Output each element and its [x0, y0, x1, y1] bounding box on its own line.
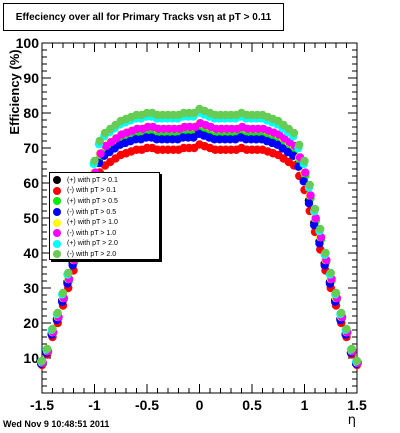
data-point-s3	[310, 220, 319, 230]
x-tick-label: -1.5	[30, 397, 54, 413]
x-tick-label: 0	[196, 397, 204, 413]
data-point-s7	[53, 308, 62, 318]
y-tick-label: 20	[23, 315, 39, 331]
legend-entry: (+) with pT > 1.0	[53, 217, 159, 228]
data-point-s7	[295, 140, 304, 150]
data-point-s7	[321, 248, 330, 258]
data-point-s7	[310, 204, 320, 214]
y-tick-label: 40	[23, 245, 39, 261]
x-tick-label: 0.5	[242, 397, 262, 413]
legend-marker-icon	[53, 176, 61, 185]
legend-entry: (+) with pT > 0.5	[53, 196, 159, 207]
data-point-s5	[301, 168, 310, 177]
data-point-s7	[300, 156, 309, 166]
legend-entry: (-) with pT > 0.5	[53, 207, 159, 218]
data-point-s7	[326, 268, 335, 278]
data-point-s7	[342, 324, 351, 334]
legend-marker-icon	[53, 186, 61, 195]
data-point-s5	[311, 214, 320, 223]
data-point-s7	[58, 288, 68, 298]
legend-marker-icon	[53, 197, 61, 206]
legend-label: (+) with pT > 2.0	[67, 240, 118, 248]
legend: (+) with pT > 0.1 (-) with pT > 0.1 (+) wi…	[49, 172, 160, 260]
legend-marker-icon	[53, 250, 61, 259]
y-tick-label: 90	[23, 70, 39, 86]
legend-label: (+) with pT > 1.0	[67, 219, 118, 227]
y-axis-label: Efficiency (%)	[7, 49, 22, 134]
data-point-s7	[90, 156, 99, 166]
x-tick-label: -1	[88, 397, 101, 413]
x-axis-label: η	[348, 413, 356, 428]
data-point-s7	[48, 324, 57, 334]
data-point-s7	[347, 344, 356, 354]
data-point-s7	[37, 356, 47, 366]
data-point-s3	[304, 199, 314, 208]
y-tick-label: 100	[16, 35, 40, 51]
y-tick-label: 10	[23, 350, 39, 366]
legend-label: (-) with pT > 2.0	[67, 250, 117, 258]
chart-title: Effeciency over all for Primary Tracks v…	[3, 3, 284, 31]
x-tick-label: -0.5	[135, 397, 159, 413]
legend-marker-icon	[53, 218, 61, 227]
data-point-s7	[305, 180, 314, 190]
legend-entry: (-) with pT > 1.0	[53, 228, 159, 239]
data-point-s5	[306, 191, 315, 200]
legend-marker-icon	[53, 239, 61, 248]
data-point-s7	[64, 268, 73, 278]
timestamp: Wed Nov 9 10:48:51 2011	[3, 419, 110, 429]
y-tick-label: 70	[23, 140, 39, 156]
x-tick-label: 1	[301, 397, 309, 413]
data-point-s7	[337, 308, 346, 318]
legend-entry: (+) with pT > 2.0	[53, 239, 159, 250]
y-tick-label: 80	[23, 105, 39, 121]
legend-entry: (-) with pT > 0.1	[53, 186, 159, 197]
legend-marker-icon	[53, 208, 61, 217]
data-point-s7	[352, 356, 362, 366]
legend-label: (+) with pT > 0.5	[67, 197, 118, 205]
y-tick-label: 50	[23, 210, 39, 226]
y-tick-label: 30	[23, 280, 39, 296]
legend-entry: (+) with pT > 0.1	[53, 175, 159, 186]
data-point-s7	[43, 344, 52, 354]
legend-entry: (-) with pT > 2.0	[53, 249, 159, 260]
data-point-s5	[96, 149, 105, 158]
legend-label: (-) with pT > 0.1	[67, 187, 117, 195]
legend-label: (-) with pT > 1.0	[67, 229, 117, 237]
y-tick-label: 60	[23, 175, 39, 191]
data-point-s7	[289, 128, 299, 138]
legend-label: (-) with pT > 0.5	[67, 208, 117, 216]
legend-label: (+) with pT > 0.1	[67, 176, 118, 184]
data-point-s7	[316, 224, 325, 234]
x-tick-label: 1.5	[347, 397, 367, 413]
legend-marker-icon	[53, 229, 61, 238]
data-point-s7	[331, 288, 341, 298]
data-point-s7	[95, 136, 104, 146]
data-point-s3	[299, 177, 308, 186]
